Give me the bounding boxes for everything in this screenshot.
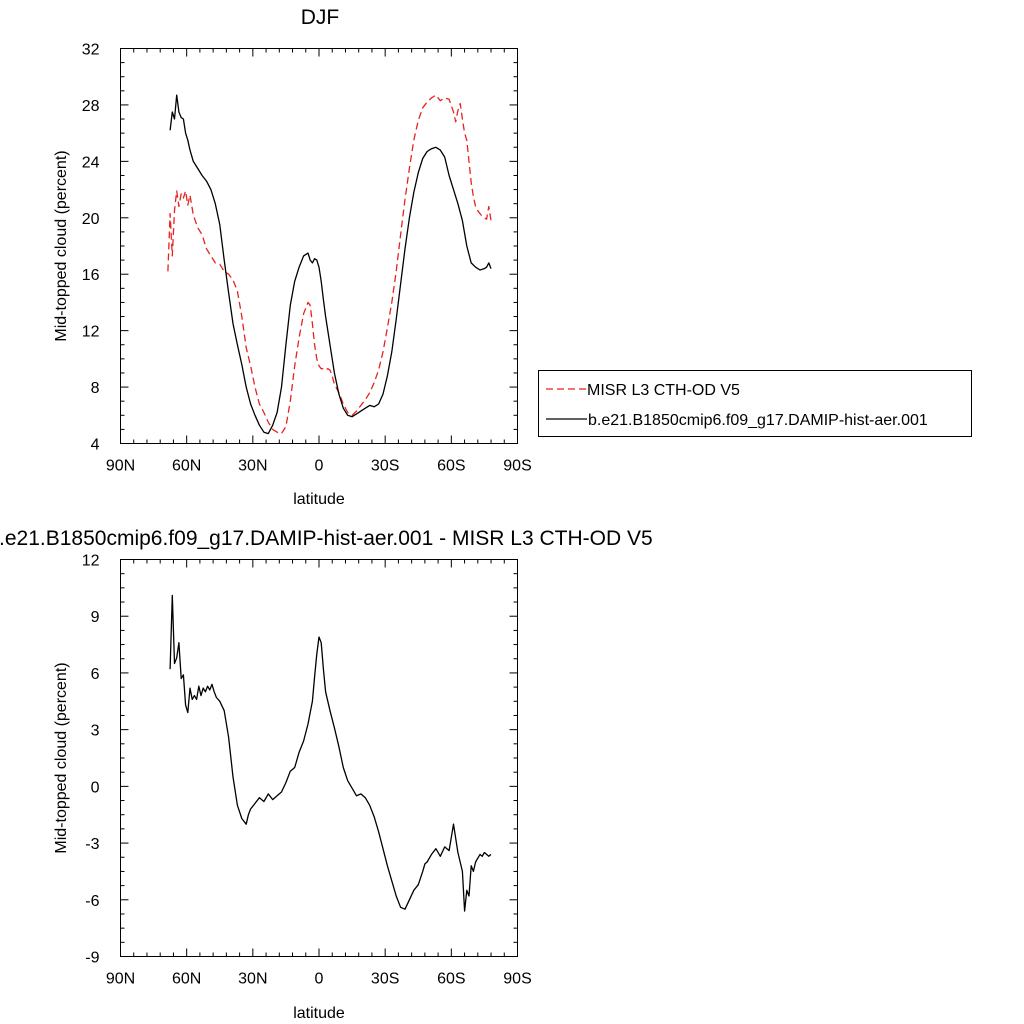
bottom-chart-x-tick-label: 90S: [503, 971, 531, 988]
top-chart-x-tick-label: 60N: [172, 458, 201, 475]
bottom-chart-x-label: latitude: [293, 1005, 345, 1022]
top-chart-y-tick-label: 32: [82, 42, 100, 59]
bottom-chart-x-tick-label: 60S: [437, 971, 465, 988]
top-chart-major-ticks: [120, 48, 518, 444]
top-chart-y-tick-label: 8: [91, 380, 100, 397]
top-chart-series-line-dashed-0: [167, 94, 492, 435]
top-chart-series-line-solid-1: [169, 94, 492, 435]
bottom-chart-series: [169, 594, 492, 912]
bottom-chart-x-tick-label: 60N: [172, 971, 201, 988]
top-chart-minor-ticks: [120, 48, 518, 444]
bottom-chart-series-line-solid-0: [169, 594, 492, 912]
top-chart-y-label: Mid-topped cloud (percent): [53, 150, 70, 341]
top-chart-panel: DJF 4 8 12 16 20 24 28 32 90N 60N 30N 0 30S 60S 90S l…: [53, 6, 972, 508]
top-chart-x-tick-label: 90S: [503, 458, 531, 475]
bottom-chart-minor-ticks: [120, 559, 518, 957]
bottom-chart-y-tick-label: 3: [91, 723, 100, 740]
bottom-chart-y-tick-label: -9: [85, 950, 99, 967]
legend-label-misr: MISR L3 CTH-OD V5: [587, 382, 740, 399]
bottom-chart-x-tick-label: 30S: [371, 971, 399, 988]
bottom-chart-y-tick-label: -6: [85, 893, 99, 910]
top-chart-x-tick-labels: 90N 60N 30N 0 30S 60S 90S: [106, 458, 532, 475]
bottom-chart-major-ticks: [120, 559, 518, 957]
top-chart-x-tick-label: 0: [315, 458, 324, 475]
bottom-chart-y-tick-label: -3: [85, 836, 99, 853]
bottom-chart-y-tick-labels: -9 -6 -3 0 3 6 9 12: [82, 553, 100, 967]
top-chart-legend: MISR L3 CTH-OD V5 b.e21.B1850cmip6.f09_g…: [538, 370, 972, 437]
legend-label-model: b.e21.B1850cmip6.f09_g17.DAMIP-hist-aer.…: [588, 412, 928, 429]
top-chart-series: [167, 94, 492, 435]
top-chart-y-tick-label: 12: [82, 324, 100, 341]
top-chart-x-tick-label: 90N: [106, 458, 135, 475]
bottom-chart-y-label: Mid-topped cloud (percent): [53, 662, 70, 853]
bottom-chart-y-tick-label: 6: [91, 666, 100, 683]
top-chart-x-label: latitude: [293, 491, 345, 508]
bottom-chart-x-tick-label: 90N: [106, 971, 135, 988]
top-chart-y-tick-label: 24: [82, 154, 100, 171]
top-chart-x-tick-label: 30S: [371, 458, 399, 475]
top-chart-y-tick-label: 20: [82, 211, 100, 228]
bottom-chart-x-tick-label: 30N: [238, 971, 267, 988]
top-chart-title: DJF: [301, 6, 340, 29]
top-chart-y-tick-label: 16: [82, 267, 100, 284]
bottom-chart-y-tick-label: 12: [82, 553, 100, 570]
legend-box: [538, 370, 972, 437]
bottom-chart-title: b.e21.B1850cmip6.f09_g17.DAMIP-hist-aer.…: [0, 527, 653, 550]
top-chart-x-tick-label: 60S: [437, 458, 465, 475]
bottom-chart-y-tick-label: 9: [91, 609, 100, 626]
bottom-chart-panel: b.e21.B1850cmip6.f09_g17.DAMIP-hist-aer.…: [0, 527, 653, 1022]
top-chart-y-tick-label: 4: [91, 437, 100, 454]
bottom-chart-x-tick-label: 0: [315, 971, 324, 988]
top-chart-y-tick-label: 28: [82, 98, 100, 115]
top-chart-y-tick-labels: 4 8 12 16 20 24 28 32: [82, 42, 100, 454]
bottom-chart-frame: [120, 559, 518, 957]
bottom-chart-y-tick-label: 0: [91, 779, 100, 796]
bottom-chart-x-tick-labels: 90N 60N 30N 0 30S 60S 90S: [106, 971, 532, 988]
top-chart-frame: [120, 48, 518, 444]
top-chart-x-tick-label: 30N: [238, 458, 267, 475]
